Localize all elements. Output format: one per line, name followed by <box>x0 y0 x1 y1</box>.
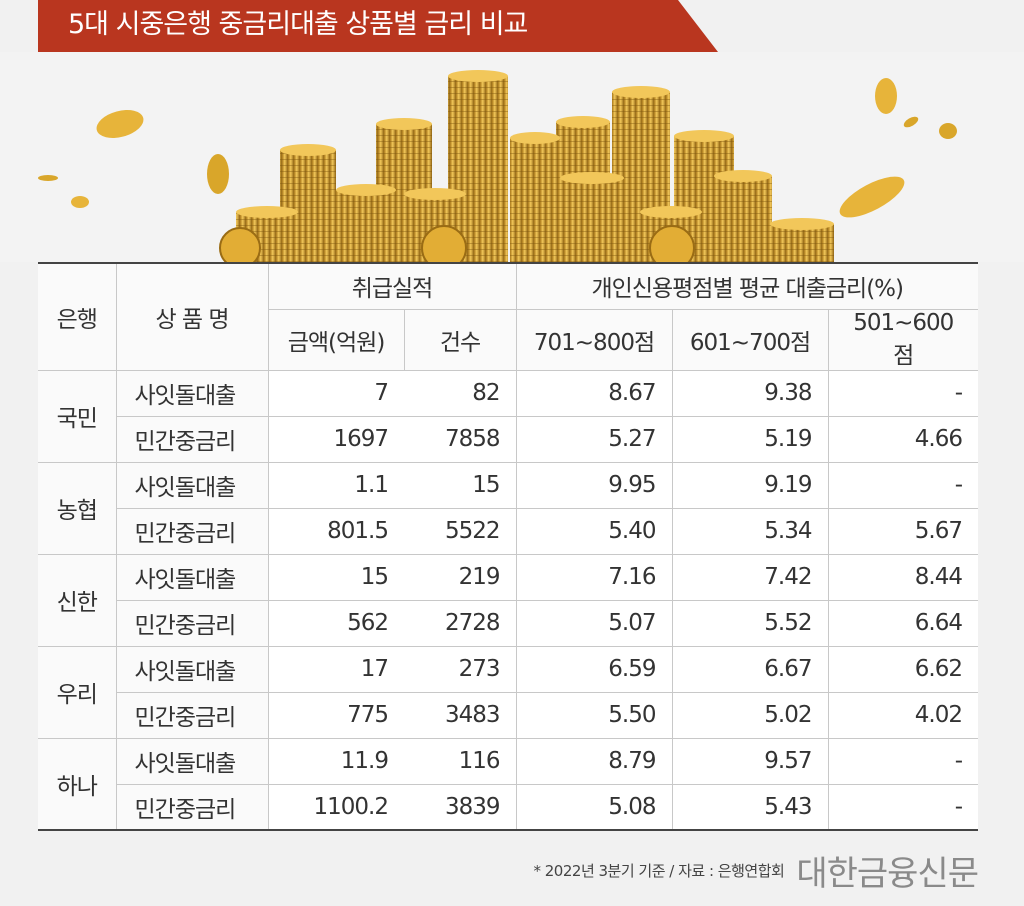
amount-cell: 1100.2 <box>268 784 404 831</box>
rate-701-800-cell: 5.40 <box>516 508 673 555</box>
header-count: 건수 <box>404 309 517 371</box>
table-row: 농협 사잇돌대출 1.1 15 9.95 9.19 - <box>38 462 979 555</box>
count-cell: 3839 <box>404 784 517 831</box>
amount-cell: 1697 <box>268 416 404 463</box>
product-name: 민간중금리 <box>116 416 269 463</box>
rate-501-600-cell: 4.66 <box>828 416 979 463</box>
rate-601-700-cell: 5.02 <box>672 692 829 739</box>
rate-601-700-cell: 9.38 <box>672 370 829 417</box>
rate-501-600-cell: - <box>828 738 979 785</box>
page-title: 5대 시중은행 중금리대출 상품별 금리 비교 <box>38 0 718 52</box>
amount-cell: 1.1 <box>268 462 404 509</box>
product-name: 사잇돌대출 <box>116 370 269 417</box>
bank-name: 우리 <box>38 646 117 739</box>
header-product: 상 품 명 <box>116 263 269 371</box>
rate-701-800-cell: 9.95 <box>516 462 673 509</box>
rate-701-800-cell: 5.07 <box>516 600 673 647</box>
bank-name: 국민 <box>38 370 117 463</box>
amount-cell: 801.5 <box>268 508 404 555</box>
bank-name: 하나 <box>38 738 117 831</box>
count-cell: 5522 <box>404 508 517 555</box>
product-name: 민간중금리 <box>116 508 269 555</box>
table-row: 국민 사잇돌대출 7 82 8.67 9.38 - <box>38 370 979 463</box>
amount-cell: 775 <box>268 692 404 739</box>
header-score-701-800: 701~800점 <box>516 309 673 371</box>
product-name: 민간중금리 <box>116 692 269 739</box>
header-row-top: 은행 상 품 명 취급실적 개인신용평점별 평균 대출금리(%) <box>38 263 979 371</box>
publisher-logo: 대한금융신문 <box>796 854 979 894</box>
table-row: 민간중금리 1100.2 3839 5.08 5.43 - <box>38 784 979 831</box>
rate-comparison-table-wrap: 은행 상 품 명 취급실적 개인신용평점별 평균 대출금리(%) 금액(억원) … <box>38 262 979 831</box>
table-row: 신한 사잇돌대출 15 219 7.16 7.42 8.44 <box>38 554 979 647</box>
rate-701-800-cell: 5.27 <box>516 416 673 463</box>
rate-701-800-cell: 6.59 <box>516 646 673 693</box>
product-name: 사잇돌대출 <box>116 646 269 693</box>
rate-501-600-cell: - <box>828 784 979 831</box>
header-rate-group: 개인신용평점별 평균 대출금리(%) <box>516 263 979 310</box>
header-amount: 금액(억원) <box>268 309 405 371</box>
rate-501-600-cell: 5.67 <box>828 508 979 555</box>
table-row: 민간중금리 1697 7858 5.27 5.19 4.66 <box>38 416 979 463</box>
rate-701-800-cell: 7.16 <box>516 554 673 601</box>
coin-stacks-image <box>38 70 957 271</box>
amount-cell: 7 <box>268 370 404 417</box>
amount-cell: 11.9 <box>268 738 404 785</box>
product-name: 민간중금리 <box>116 784 269 831</box>
rate-701-800-cell: 5.08 <box>516 784 673 831</box>
rate-601-700-cell: 5.52 <box>672 600 829 647</box>
table-row: 하나 사잇돌대출 11.9 116 8.79 9.57 - <box>38 738 979 831</box>
source-note: * 2022년 3분기 기준 / 자료 : 은행연합회 <box>533 862 785 880</box>
rate-501-600-cell: 6.64 <box>828 600 979 647</box>
product-name: 민간중금리 <box>116 600 269 647</box>
rate-701-800-cell: 5.50 <box>516 692 673 739</box>
count-cell: 2728 <box>404 600 517 647</box>
rate-701-800-cell: 8.67 <box>516 370 673 417</box>
rate-601-700-cell: 5.34 <box>672 508 829 555</box>
rate-501-600-cell: 8.44 <box>828 554 979 601</box>
rate-comparison-table: 은행 상 품 명 취급실적 개인신용평점별 평균 대출금리(%) 금액(억원) … <box>38 262 979 831</box>
coin-stacks-illustration <box>0 52 1024 271</box>
header-score-501-600: 501~600점 <box>828 309 979 371</box>
table-row: 민간중금리 801.5 5522 5.40 5.34 5.67 <box>38 508 979 555</box>
rate-501-600-cell: - <box>828 370 979 417</box>
product-name: 사잇돌대출 <box>116 554 269 601</box>
rate-601-700-cell: 9.57 <box>672 738 829 785</box>
count-cell: 273 <box>404 646 517 693</box>
rate-601-700-cell: 6.67 <box>672 646 829 693</box>
table-row: 민간중금리 775 3483 5.50 5.02 4.02 <box>38 692 979 739</box>
footer: * 2022년 3분기 기준 / 자료 : 은행연합회 대한금융신문 <box>534 846 979 895</box>
rate-501-600-cell: - <box>828 462 979 509</box>
rate-701-800-cell: 8.79 <box>516 738 673 785</box>
header-performance: 취급실적 <box>268 263 517 310</box>
count-cell: 116 <box>404 738 517 785</box>
count-cell: 7858 <box>404 416 517 463</box>
product-name: 사잇돌대출 <box>116 462 269 509</box>
count-cell: 82 <box>404 370 517 417</box>
count-cell: 3483 <box>404 692 517 739</box>
table-row: 민간중금리 562 2728 5.07 5.52 6.64 <box>38 600 979 647</box>
amount-cell: 15 <box>268 554 404 601</box>
header-bank: 은행 <box>38 263 117 371</box>
count-cell: 219 <box>404 554 517 601</box>
amount-cell: 17 <box>268 646 404 693</box>
rate-601-700-cell: 5.43 <box>672 784 829 831</box>
bank-name: 농협 <box>38 462 117 555</box>
amount-cell: 562 <box>268 600 404 647</box>
product-name: 사잇돌대출 <box>116 738 269 785</box>
rate-601-700-cell: 7.42 <box>672 554 829 601</box>
rate-601-700-cell: 9.19 <box>672 462 829 509</box>
table-row: 우리 사잇돌대출 17 273 6.59 6.67 6.62 <box>38 646 979 739</box>
count-cell: 15 <box>404 462 517 509</box>
rate-501-600-cell: 4.02 <box>828 692 979 739</box>
header-score-601-700: 601~700점 <box>672 309 829 371</box>
bank-name: 신한 <box>38 554 117 647</box>
rate-601-700-cell: 5.19 <box>672 416 829 463</box>
header-row-bottom: 금액(억원) 건수 701~800점 601~700점 501~600점 <box>38 309 979 371</box>
rate-501-600-cell: 6.62 <box>828 646 979 693</box>
